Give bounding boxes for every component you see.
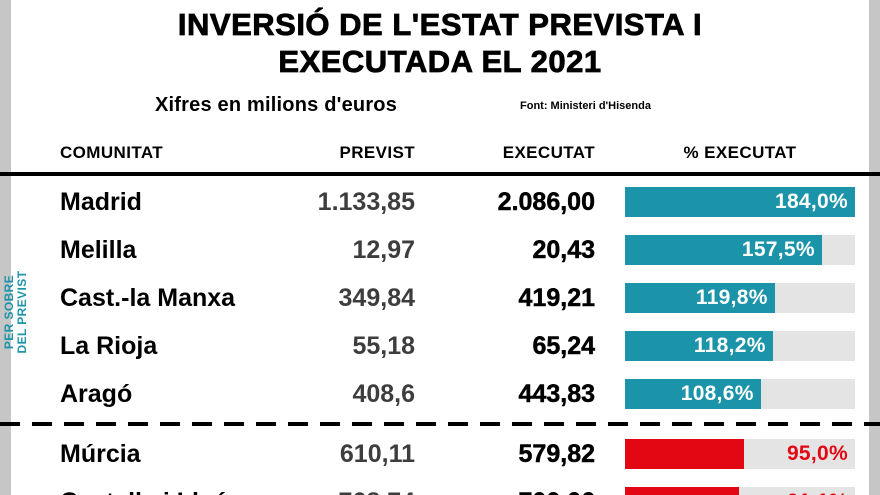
dashed-line (0, 422, 880, 426)
bar-fill: 157,5% (625, 235, 822, 265)
table-row: La Rioja 55,18 65,24 118,2% (0, 322, 880, 370)
bar-fill: 108,6% (625, 379, 761, 409)
pct-label: 119,8% (695, 286, 768, 309)
bar-track: 95,0% (625, 439, 855, 469)
bar-fill (625, 487, 739, 495)
chart-subtitle: Xifres en milions d'euros (155, 94, 398, 116)
bar-fill: 184,0% (625, 187, 855, 217)
table-row: Aragó 408,6 443,83 108,6% (0, 370, 880, 418)
community-name: Madrid (60, 188, 142, 216)
table-row: Melilla 12,97 20,43 157,5% (0, 226, 880, 274)
executat-value: 2.086,00 (497, 188, 595, 217)
bar-track: 119,8% (625, 283, 855, 313)
table-body: Madrid 1.133,85 2.086,00 184,0% Melilla … (0, 178, 880, 495)
community-name: Múrcia (60, 440, 141, 468)
previst-value: 1.133,85 (317, 188, 415, 216)
side-group-label: PER SOBRE DEL PREVIST (2, 228, 29, 396)
pct-label: 108,6% (680, 382, 754, 405)
previst-value: 610,11 (339, 440, 415, 468)
source-credit: Font: Ministeri d'Hisenda (520, 100, 651, 112)
right-gray-strip (869, 0, 880, 495)
bar-fill (625, 439, 744, 469)
bar-fill: 118,2% (625, 331, 773, 361)
column-header-previst: PREVIST (339, 143, 415, 162)
bar-track: 157,5% (625, 235, 855, 265)
pct-label: 95,0% (786, 442, 848, 465)
executat-value: 443,83 (518, 380, 595, 409)
previst-value: 12,97 (352, 236, 415, 264)
executat-value: 579,82 (518, 440, 595, 469)
table-row: Castella i Lleó 768,74 700,06 91,1% (0, 478, 880, 495)
previst-value: 408,6 (352, 380, 415, 408)
header-rule (0, 172, 880, 176)
bar-track: 184,0% (625, 187, 855, 217)
pct-label: 157,5% (741, 238, 815, 261)
executat-value: 20,43 (532, 236, 595, 265)
column-header-executat: EXECUTAT (502, 143, 595, 162)
side-group-label-line2: DEL PREVIST (15, 270, 29, 354)
community-name: Aragó (60, 380, 133, 408)
pct-label: 184,0% (774, 190, 848, 213)
chart-title-line2: EXECUTADA EL 2021 (278, 44, 602, 80)
pct-label: 118,2% (693, 334, 766, 357)
community-name: Cast.-la Manxa (60, 284, 236, 312)
left-gray-strip (0, 0, 11, 495)
table-row: Cast.-la Manxa 349,84 419,21 119,8% (0, 274, 880, 322)
community-name: Castella i Lleó (60, 478, 228, 495)
column-header-pct-executat: % EXECUTAT (683, 143, 797, 162)
pct-label: 91,1% (787, 487, 848, 495)
executat-value: 65,24 (532, 332, 595, 361)
previst-value: 768,74 (240, 478, 415, 495)
bar-fill: 119,8% (625, 283, 775, 313)
community-name: La Rioja (60, 332, 158, 360)
table-row: Múrcia 610,11 579,82 95,0% (0, 430, 880, 478)
previst-value: 55,18 (352, 332, 415, 360)
bar-track: 91,1% (625, 487, 855, 495)
bar-track: 118,2% (625, 331, 855, 361)
executat-value: 700,06 (430, 478, 595, 495)
executat-value: 419,21 (518, 284, 595, 313)
previst-value: 349,84 (338, 284, 415, 312)
bar-track: 108,6% (625, 379, 855, 409)
table-row: Madrid 1.133,85 2.086,00 184,0% (0, 178, 880, 226)
group-divider (0, 418, 880, 430)
column-header-comunitat: COMUNITAT (60, 143, 164, 162)
chart-title-line1: INVERSIÓ DE L'ESTAT PREVISTA I (177, 7, 703, 43)
chart-title: INVERSIÓ DE L'ESTAT PREVISTA I EXECUTADA… (0, 6, 880, 80)
community-name: Melilla (60, 236, 137, 264)
